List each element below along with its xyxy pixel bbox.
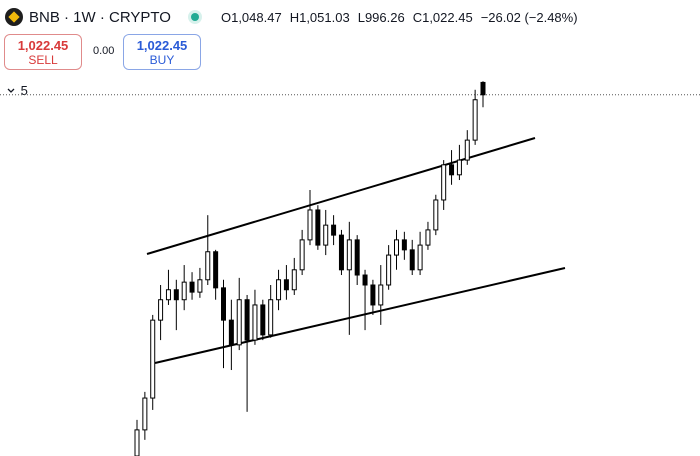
ohlc-high: H1,051.03 — [290, 10, 350, 25]
candle-body — [409, 249, 415, 271]
candle-body — [378, 284, 384, 306]
indicators-toggle[interactable]: 5 — [5, 82, 35, 99]
value: 996.26 — [364, 9, 405, 25]
candle-body — [260, 304, 266, 336]
candle-body — [417, 244, 423, 271]
value: 1,022.45 — [422, 9, 473, 25]
ohlc-open: O1,048.47 — [221, 10, 282, 25]
candle-body — [480, 81, 486, 96]
candle-body — [441, 164, 447, 201]
candle-body — [205, 251, 211, 281]
label: C — [412, 9, 423, 25]
candle-body — [323, 224, 329, 246]
sell-button[interactable]: 1,022.45 SELL — [4, 34, 82, 70]
trendline-upper[interactable] — [146, 137, 536, 255]
candle-body — [449, 164, 455, 176]
candle-body — [228, 319, 234, 346]
candle-body — [307, 209, 313, 241]
candle-body — [181, 281, 187, 301]
candle-body — [213, 251, 219, 289]
candle-body — [464, 139, 470, 161]
spread: 0.00 — [93, 45, 115, 57]
sell-price: 1,022.45 — [17, 38, 69, 53]
candle-body — [338, 234, 344, 271]
change: −26.02 (−2.48%) — [480, 9, 578, 25]
candle-body — [221, 287, 226, 321]
candle-body — [268, 299, 274, 336]
market-status — [190, 13, 199, 21]
buy-button[interactable]: 1,022.45 BUY — [123, 34, 201, 70]
candle-body — [386, 254, 392, 286]
candle-body — [425, 229, 431, 246]
label: H — [289, 9, 300, 25]
candle-body — [252, 304, 258, 341]
buy-label: BUY — [149, 53, 175, 67]
sell-label: SELL — [28, 53, 58, 67]
candle-body — [150, 319, 156, 399]
buy-price: 1,022.45 — [136, 38, 188, 53]
value: 1,051.03 — [299, 9, 350, 25]
candle-body — [456, 159, 462, 176]
candle-body — [331, 224, 337, 236]
candle-body — [244, 299, 250, 341]
value: 1,048.47 — [231, 9, 282, 25]
candle-body — [142, 397, 148, 431]
chevron — [7, 88, 15, 93]
candle-body — [394, 239, 399, 256]
candle-body — [173, 289, 179, 301]
candle-body — [236, 299, 242, 346]
ohlc-low: L996.26 — [358, 10, 405, 25]
candle-body — [291, 269, 297, 291]
candle-body — [134, 429, 140, 456]
label: L — [357, 9, 365, 25]
candle-body — [433, 199, 439, 231]
candle-body — [370, 284, 376, 306]
header: BNB · 1W · CRYPTO O1,048.47 H1,051.03 L9… — [0, 6, 578, 28]
candle-body — [283, 279, 289, 291]
candle-body — [276, 279, 282, 301]
ohlc-close: C1,022.45 — [413, 10, 473, 25]
candle-body — [158, 299, 164, 321]
candle-body — [346, 239, 352, 271]
candle-body — [189, 281, 195, 293]
label: O — [220, 9, 232, 25]
candle-body — [472, 99, 478, 141]
indicators-count: 5 — [20, 83, 28, 98]
candle-body — [362, 274, 368, 286]
candle-body — [165, 289, 171, 301]
candle-body — [354, 239, 360, 276]
candle-body — [315, 209, 321, 246]
symbol-logo — [5, 8, 23, 26]
candle-body — [197, 279, 203, 293]
symbol[interactable]: BNB · 1W · CRYPTO — [29, 8, 171, 26]
candle-body — [401, 239, 407, 251]
candle-body — [299, 239, 305, 271]
